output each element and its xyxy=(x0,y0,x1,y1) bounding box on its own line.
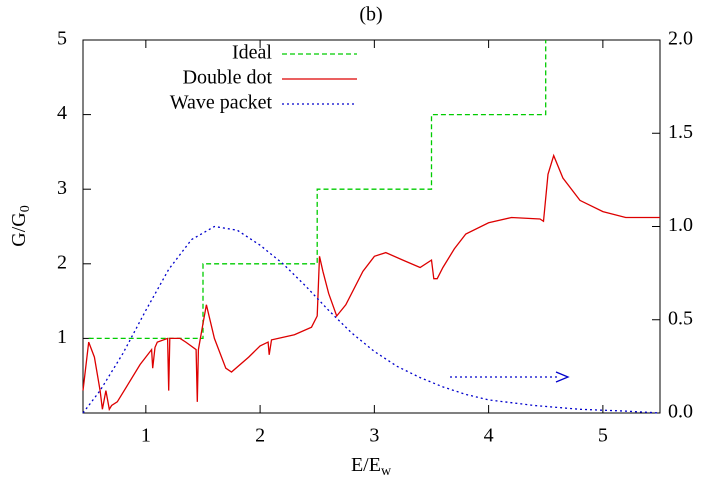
x-label-sub: w xyxy=(381,464,392,479)
x-tick-label: 1 xyxy=(141,425,151,447)
y-tick-label: 5 xyxy=(57,28,67,50)
y-axis-label: G/G0 xyxy=(8,205,34,246)
y-tick-label: 4 xyxy=(57,102,67,124)
legend-label: Wave packet xyxy=(170,92,273,114)
y-tick-label: 3 xyxy=(57,177,67,199)
y-tick-label: 2 xyxy=(57,251,67,273)
y-tick-label: 1 xyxy=(57,326,67,348)
y2-tick-label: 1.0 xyxy=(668,214,693,236)
y-label-main: G/G xyxy=(8,212,30,246)
arrow-head xyxy=(555,371,570,383)
legend-label: Double dot xyxy=(183,67,273,89)
y2-tick-label: 2.0 xyxy=(668,28,693,50)
y2-tick-label: 1.5 xyxy=(668,121,693,143)
series-line xyxy=(82,153,660,412)
chart-title: (b) xyxy=(359,4,382,26)
legend-label: Ideal xyxy=(232,42,272,64)
x-tick-label: 2 xyxy=(255,425,265,447)
x-tick-label: 3 xyxy=(369,425,379,447)
y2-tick-label: 0.0 xyxy=(668,401,693,423)
y2-tick-label: 0.5 xyxy=(668,307,693,329)
x-axis-label: E/Ew xyxy=(351,454,392,480)
series-line xyxy=(88,40,547,340)
x-label-main: E/E xyxy=(351,454,381,476)
series-line xyxy=(82,225,661,414)
y-label-sub: 0 xyxy=(18,205,33,212)
x-tick-label: 5 xyxy=(598,425,608,447)
annotation-arrow xyxy=(450,371,570,383)
x-tick-label: 4 xyxy=(484,425,494,447)
